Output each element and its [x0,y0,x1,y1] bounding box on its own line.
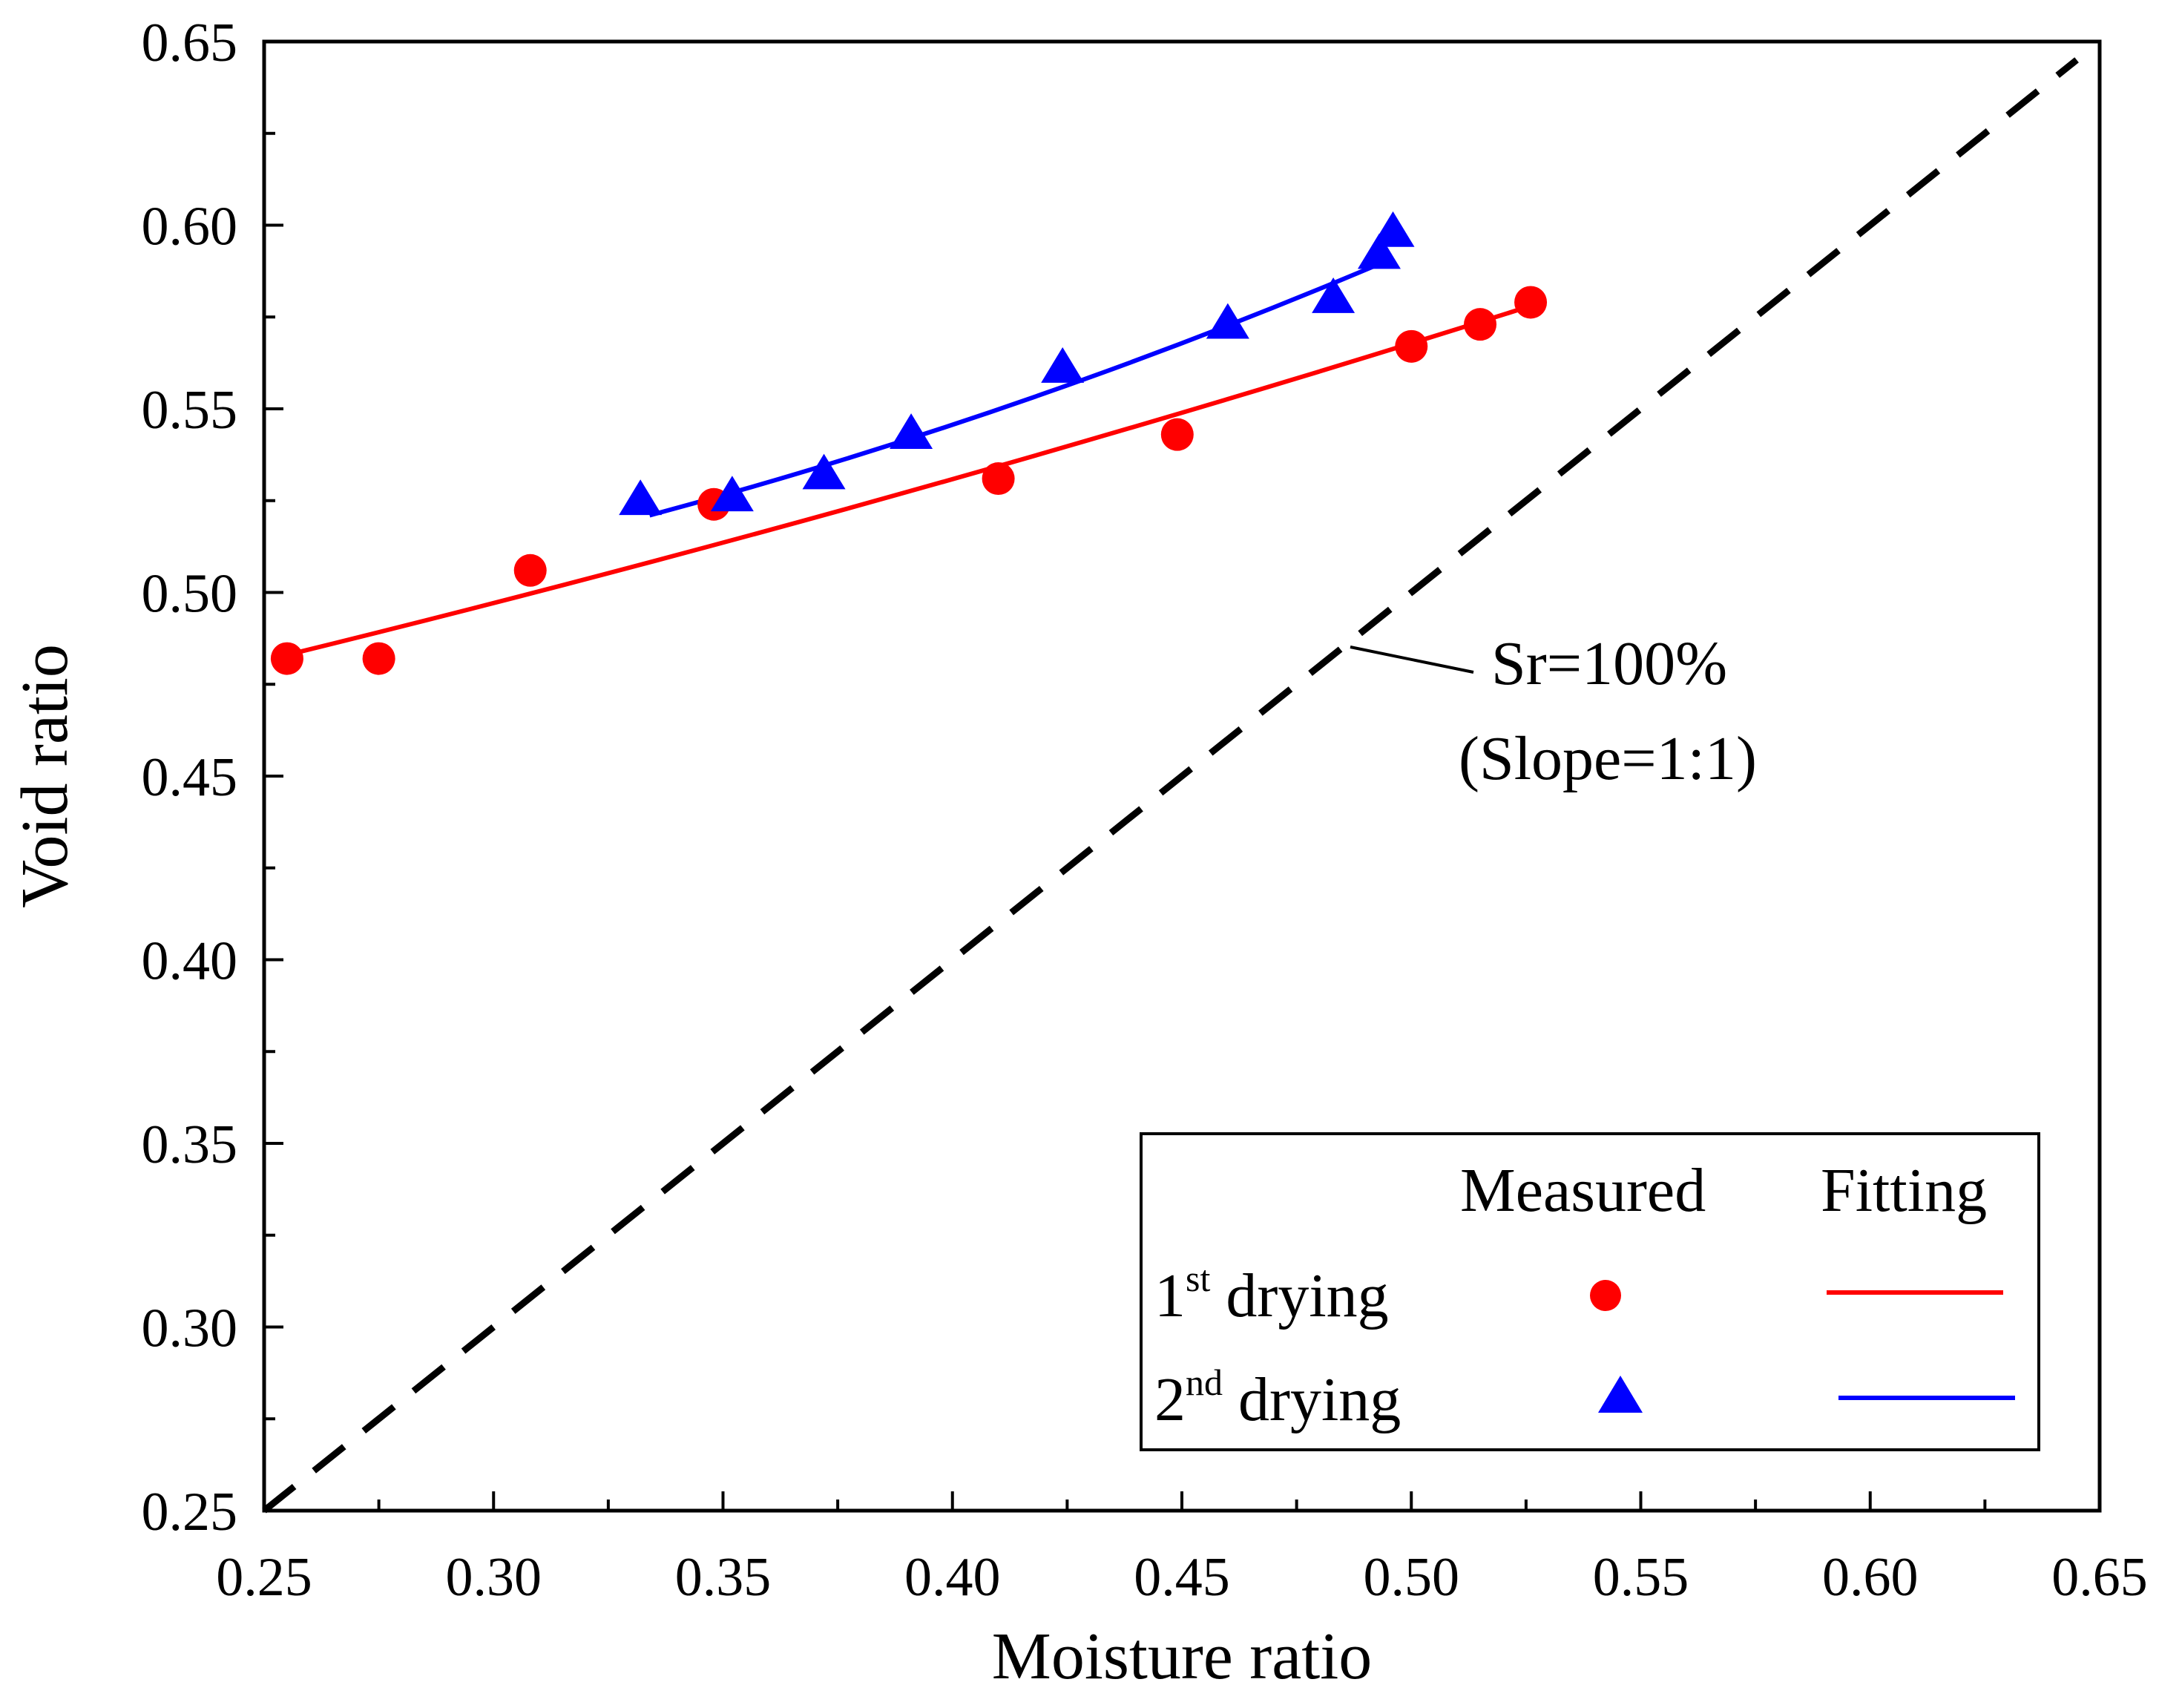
y-tick-label: 0.55 [142,380,238,441]
point-series-2 [802,453,846,490]
y-tick-labels: 0.25 0.30 0.35 0.40 0.45 0.50 0.55 0.60 0.65 [142,13,238,1543]
y-tick-label: 0.60 [142,197,238,257]
legend-label-series-2: 2nd drying [1154,1362,1401,1434]
x-tick-label: 0.50 [1364,1547,1460,1608]
x-tick-label: 0.25 [216,1547,312,1608]
legend-label-series-1-base: 1 [1154,1261,1186,1330]
legend-label-series-1-rest: drying [1210,1261,1388,1330]
y-tick-label: 0.65 [142,13,238,73]
y-axis-title: Void ratio [8,644,82,908]
point-series-1 [982,462,1015,496]
reference-label-leader [1350,646,1474,674]
y-tick-label: 0.35 [142,1114,238,1175]
legend-marker-series-2 [1598,1376,1643,1413]
point-series-1 [1395,329,1428,363]
y-tick-label: 0.40 [142,931,238,992]
y-tick-label: 0.45 [142,747,238,808]
point-series-2 [1206,303,1249,339]
x-tick-label: 0.60 [1822,1547,1919,1608]
x-tick-label: 0.40 [904,1547,1001,1608]
y-tick-label: 0.50 [142,564,238,625]
x-tick-label: 0.55 [1593,1547,1689,1608]
point-series-1 [513,554,547,587]
legend-label-series-2-rest: drying [1223,1365,1401,1434]
point-series-2 [710,476,754,512]
point-series-1 [1464,308,1497,341]
legend-label-series-1-sup: st [1186,1258,1210,1299]
fit-curve-series-2 [648,256,1394,518]
point-series-1 [270,642,303,675]
legend-label-series-2-sup: nd [1186,1362,1223,1403]
fit-curves [286,256,1531,657]
point-series-2 [1371,211,1415,247]
axis-ticks [263,40,2101,1512]
x-tick-label: 0.35 [675,1547,772,1608]
y-tick-label: 0.30 [142,1298,238,1359]
fit-curve-series-1 [286,303,1531,657]
point-series-2 [1041,347,1085,383]
y-tick-label: 0.25 [142,1482,238,1543]
x-tick-label: 0.65 [2051,1547,2148,1608]
legend-marker-series-1 [1590,1280,1621,1311]
point-series-1 [1160,418,1194,451]
point-series-2 [619,479,663,516]
x-tick-labels: 0.25 0.30 0.35 0.40 0.45 0.50 0.55 0.60 0.65 [216,1547,2148,1608]
x-tick-label: 0.30 [446,1547,542,1608]
legend-header-measured: Measured [1460,1156,1706,1225]
reference-line-sr100 [262,57,2079,1514]
legend-header-fitting: Fitting [1821,1156,1987,1225]
data-markers [270,211,1548,675]
x-tick-label: 0.45 [1134,1547,1230,1608]
point-series-2 [1312,277,1355,313]
point-series-1 [362,642,395,675]
reference-label-line1: Sr=100% [1491,629,1727,698]
point-series-1 [1514,286,1548,319]
legend-label-series-1: 1st drying [1154,1258,1389,1330]
x-axis-title: Moisture ratio [992,1620,1372,1693]
point-series-2 [1357,233,1401,269]
point-series-2 [890,413,933,449]
legend: Measured Fitting 1st drying 2nd drying [1140,1132,2040,1451]
legend-label-series-2-base: 2 [1154,1365,1186,1434]
reference-label-line2: (Slope=1:1) [1459,724,1757,793]
